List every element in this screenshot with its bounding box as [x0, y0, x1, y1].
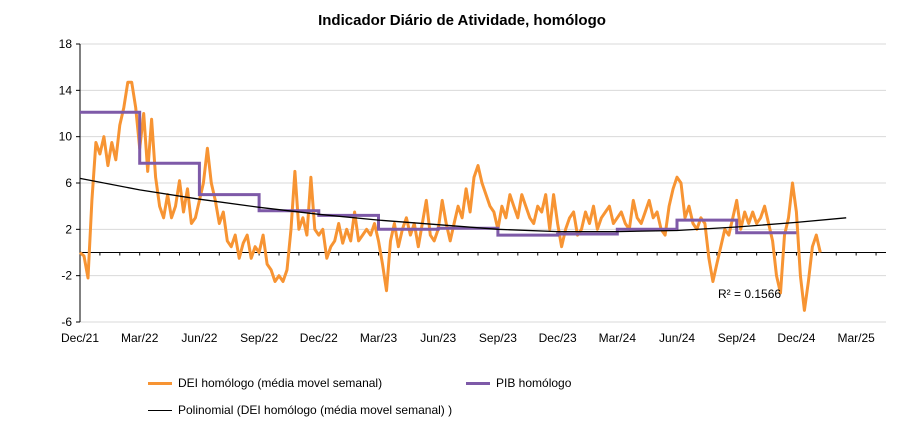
- pib-series-line: [80, 110, 797, 237]
- x-tick-label: Mar/24: [599, 331, 637, 345]
- x-tick-label: Jun/23: [420, 331, 456, 345]
- legend-item-dei: DEI homólogo (média movel semanal): [148, 376, 382, 390]
- x-tick-label: Mar/25: [837, 331, 875, 345]
- chart-title: Indicador Diário de Atividade, homólogo: [318, 12, 606, 29]
- x-tick-label: Dec/22: [300, 331, 338, 345]
- y-tick-label: 2: [65, 222, 72, 236]
- legend-item-pib: PIB homólogo: [466, 376, 571, 390]
- legend-label-dei: DEI homólogo (média movel semanal): [178, 376, 383, 390]
- x-tick-labels: Dec/21 Mar/22 Jun/22 Sep/22 Dec/22 Mar/23 Jun/…: [61, 331, 875, 345]
- x-tick-label: Mar/23: [360, 331, 398, 345]
- x-tick-label: Jun/24: [659, 331, 695, 345]
- y-tick-label: 10: [59, 130, 73, 144]
- x-tick-label: Sep/24: [718, 331, 756, 345]
- dei-series-line: [79, 80, 822, 312]
- legend-label-pib: PIB homólogo: [496, 376, 572, 390]
- legend-swatch-dei: [148, 381, 172, 385]
- y-tick-label: 14: [59, 83, 73, 97]
- y-tick-label: 6: [65, 176, 72, 190]
- series-layer: [79, 80, 847, 312]
- legend-item-trend: Polinomial (DEI homólogo (média movel se…: [148, 403, 452, 417]
- r-squared-annotation: R² = 0.1566: [718, 287, 781, 301]
- x-tick-label: Sep/23: [479, 331, 517, 345]
- y-tick-label: 18: [59, 37, 73, 51]
- trend-series-line: [79, 177, 847, 233]
- x-tick-label: Sep/22: [240, 331, 278, 345]
- y-tick-label: -2: [61, 269, 72, 283]
- y-tick-labels: 18 14 10 6 2 -2 -6: [59, 37, 73, 329]
- legend-label-trend: Polinomial (DEI homólogo (média movel se…: [178, 403, 453, 417]
- axes: [76, 43, 886, 323]
- x-tick-label: Dec/24: [777, 331, 815, 345]
- legend-swatch-trend: [148, 409, 172, 411]
- x-tick-label: Jun/22: [181, 331, 217, 345]
- x-tick-label: Dec/21: [61, 331, 99, 345]
- x-tick-label: Mar/22: [121, 331, 159, 345]
- legend-swatch-pib: [466, 381, 490, 385]
- x-tick-label: Dec/23: [539, 331, 577, 345]
- y-tick-label: -6: [61, 315, 72, 329]
